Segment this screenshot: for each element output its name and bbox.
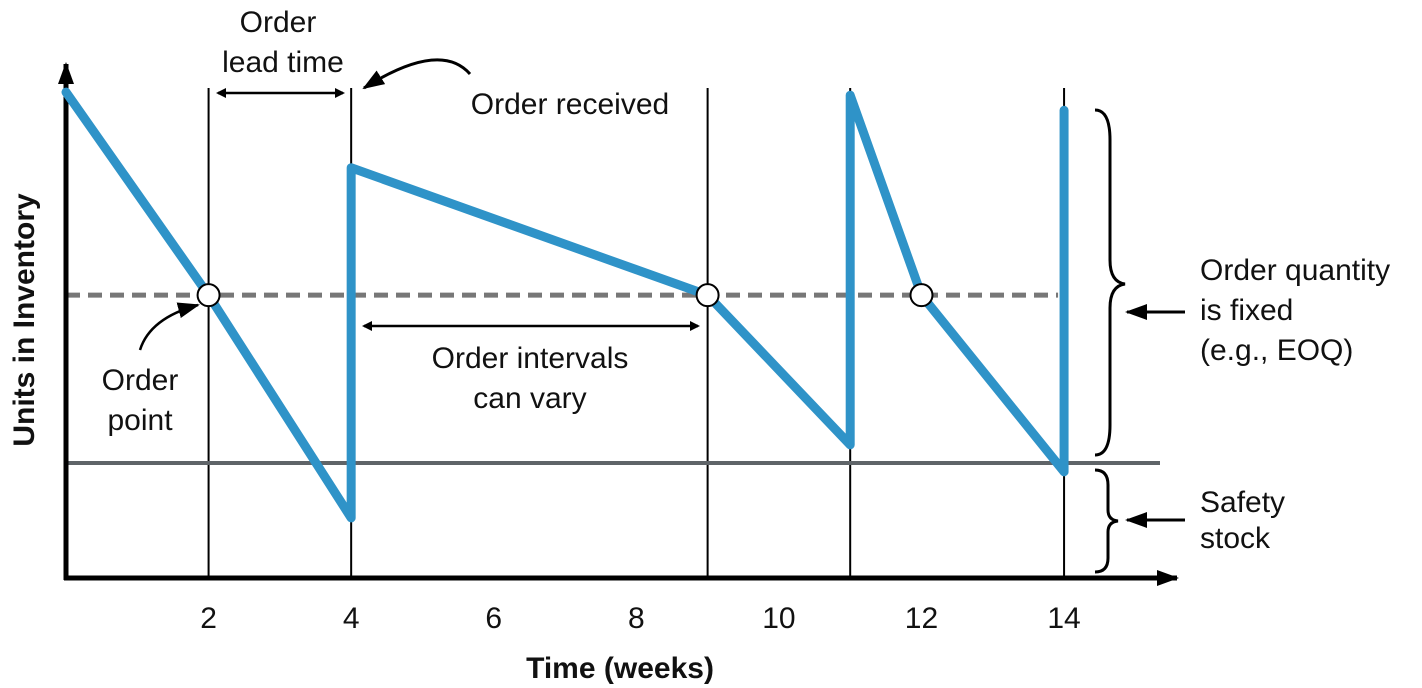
annotation: is fixed: [1200, 294, 1293, 327]
order-point-marker: [196, 283, 221, 308]
annotation: Order quantity: [1200, 254, 1390, 287]
annotation: Order: [102, 364, 179, 397]
annotation: Safety: [1200, 486, 1285, 519]
x-tick-label: 14: [1047, 602, 1080, 635]
x-tick-label: 8: [628, 602, 645, 635]
order-point-marker: [695, 283, 720, 308]
received-arrow: [362, 58, 472, 90]
x-tick-label: 6: [485, 602, 502, 635]
annotation: point: [107, 404, 173, 437]
x-axis-label: Time (weeks): [526, 652, 714, 685]
annotation: stock: [1200, 522, 1271, 555]
x-tick-label: 12: [905, 602, 938, 635]
order-point-arrow: [138, 302, 200, 351]
annotation: Order received: [471, 88, 669, 121]
inventory-line: [61, 87, 1069, 523]
annotation: Order intervals: [432, 342, 629, 375]
annotation: can vary: [473, 382, 586, 415]
annotation: (e.g., EOQ): [1200, 334, 1353, 367]
order-point-marker: [909, 283, 934, 308]
annotation: lead time: [222, 46, 344, 79]
y-axis-label: Units in Inventory: [8, 193, 41, 447]
x-tick-label: 10: [762, 602, 795, 635]
x-tick-label: 2: [200, 602, 217, 635]
safety-brace: [1094, 468, 1119, 574]
x-tick-label: 4: [343, 602, 360, 635]
quantity-brace: [1094, 108, 1126, 457]
annotation: Order: [240, 6, 317, 39]
